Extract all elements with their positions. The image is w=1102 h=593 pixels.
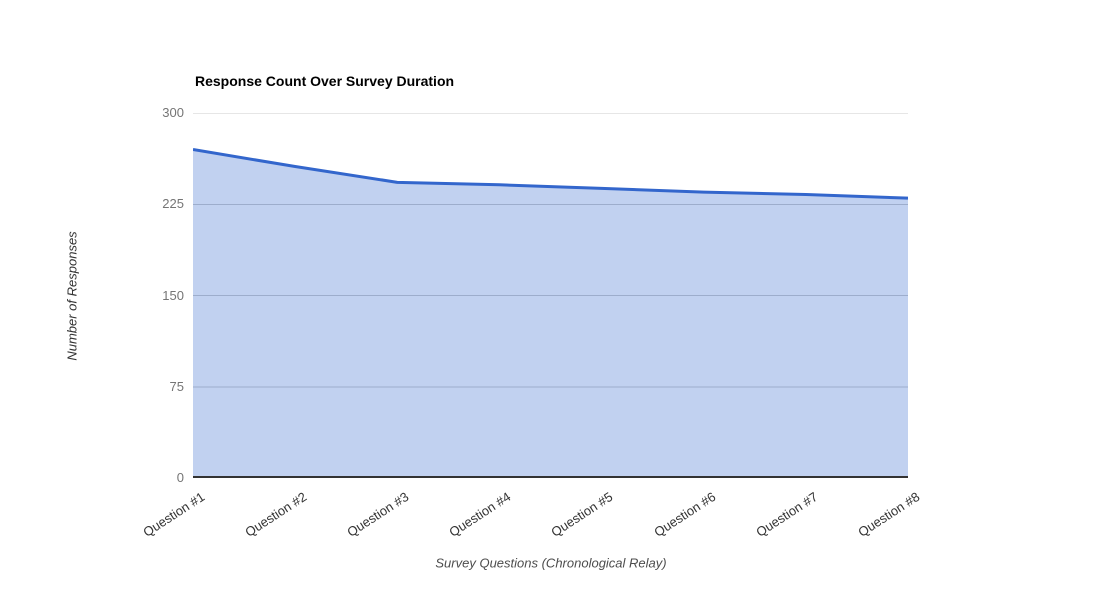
area-series-fill <box>193 149 908 478</box>
y-axis-title: Number of Responses <box>64 231 80 361</box>
x-category-label: Question #4 <box>446 489 514 540</box>
series-canvas <box>193 113 908 478</box>
y-tick-label: 75 <box>169 378 184 394</box>
y-tick-label: 300 <box>162 105 184 120</box>
x-category-label: Question #5 <box>548 489 616 540</box>
x-category-label: Question #3 <box>344 489 412 540</box>
line-series <box>193 148 908 200</box>
y-tick-label: 0 <box>176 470 184 485</box>
x-category-label: Question #7 <box>753 489 821 540</box>
x-axis-title: Survey Questions (Chronological Relay) <box>435 555 667 571</box>
chart-title: Response Count Over Survey Duration <box>195 73 455 89</box>
x-category-label: Question #1 <box>140 489 208 540</box>
y-tick-label: 150 <box>162 287 184 303</box>
x-category-label: Question #8 <box>855 489 923 540</box>
x-category-label: Question #6 <box>650 489 718 540</box>
plot-area <box>193 113 908 478</box>
x-category-label: Question #2 <box>242 489 310 540</box>
y-tick-label: 225 <box>162 196 184 212</box>
